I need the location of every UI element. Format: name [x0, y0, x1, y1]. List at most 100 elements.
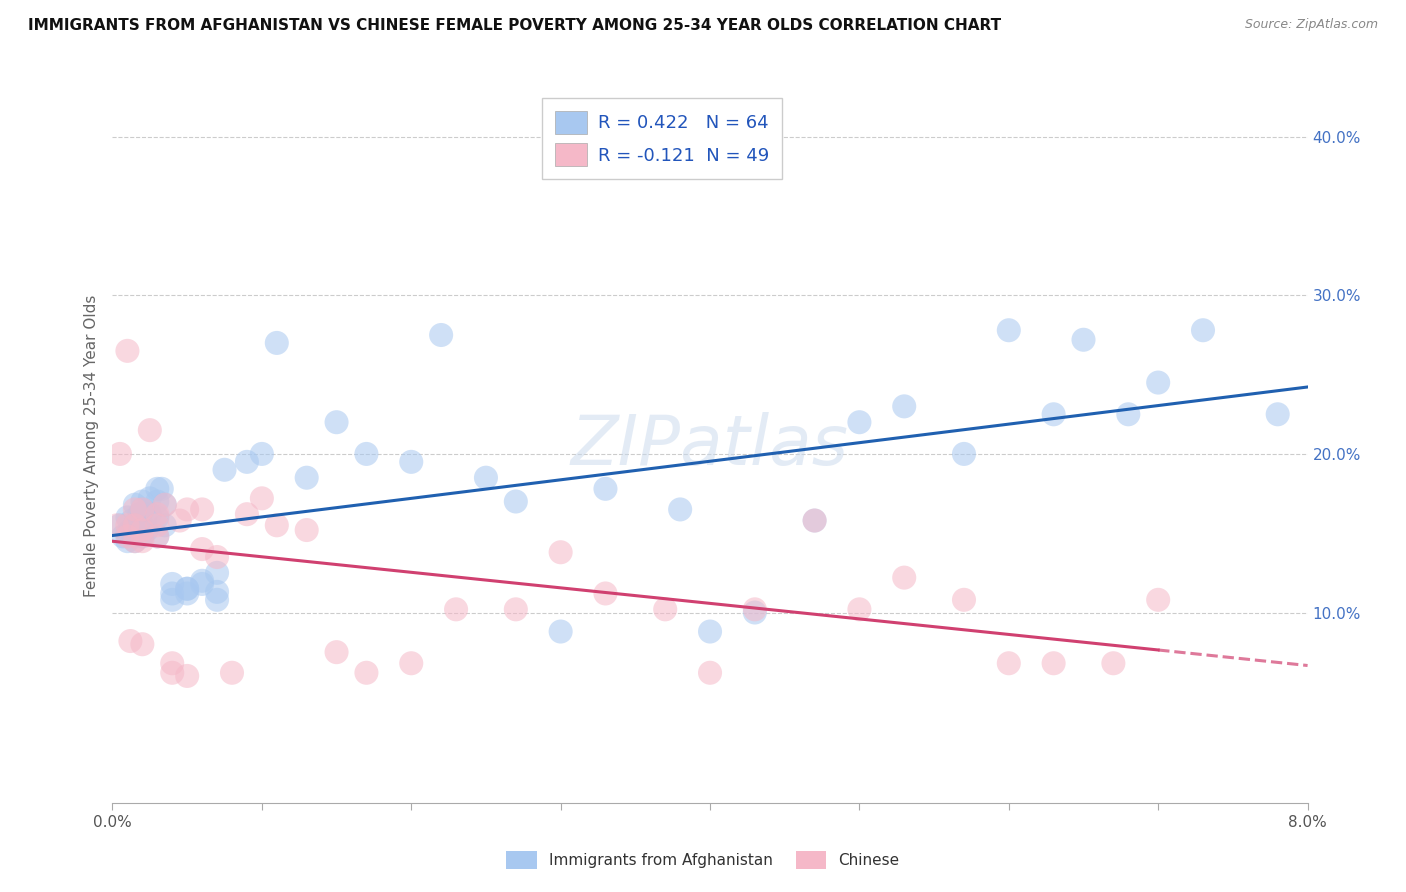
Point — [153, 518, 176, 533]
Point — [236, 507, 259, 521]
Point — [475, 471, 498, 485]
Point — [162, 657, 183, 671]
Point — [191, 502, 214, 516]
Point — [124, 498, 146, 512]
Point — [430, 328, 453, 343]
Point — [325, 415, 347, 429]
Point — [205, 592, 228, 607]
Point — [1192, 323, 1215, 337]
Point — [250, 447, 273, 461]
Point — [744, 602, 766, 616]
Point — [444, 602, 467, 616]
Text: ZIPatlas: ZIPatlas — [571, 412, 849, 480]
Point — [117, 343, 139, 358]
Point — [654, 602, 676, 616]
Point — [146, 494, 169, 508]
Point — [893, 571, 915, 585]
Point — [221, 665, 243, 680]
Point — [131, 502, 153, 516]
Point — [146, 482, 169, 496]
Point — [550, 624, 572, 639]
Point — [191, 542, 214, 557]
Point — [150, 482, 173, 496]
Point — [120, 634, 142, 648]
Point — [176, 586, 198, 600]
Point — [131, 529, 153, 543]
Point — [1073, 333, 1095, 347]
Point — [135, 523, 157, 537]
Point — [117, 518, 139, 533]
Point — [595, 482, 617, 496]
Point — [893, 400, 915, 414]
Point — [131, 637, 153, 651]
Point — [295, 471, 318, 485]
Point — [1147, 592, 1170, 607]
Point — [998, 323, 1021, 337]
Point — [146, 507, 169, 521]
Point — [146, 529, 169, 543]
Point — [356, 447, 378, 461]
Text: Source: ZipAtlas.com: Source: ZipAtlas.com — [1244, 18, 1378, 31]
Point — [131, 518, 153, 533]
Point — [401, 455, 423, 469]
Point — [266, 518, 288, 533]
Point — [124, 518, 146, 533]
Point — [146, 510, 169, 524]
Point — [401, 657, 423, 671]
Point — [356, 665, 378, 680]
Point — [998, 657, 1021, 671]
Point — [803, 514, 825, 528]
Point — [108, 518, 131, 533]
Point — [1042, 407, 1064, 421]
Point — [128, 507, 150, 521]
Point — [295, 523, 318, 537]
Point — [669, 502, 692, 516]
Point — [162, 577, 183, 591]
Point — [124, 518, 146, 533]
Point — [146, 529, 169, 543]
Point — [699, 624, 721, 639]
Point — [191, 577, 214, 591]
Point — [121, 514, 143, 528]
Point — [153, 498, 176, 512]
Point — [236, 455, 259, 469]
Y-axis label: Female Poverty Among 25-34 Year Olds: Female Poverty Among 25-34 Year Olds — [83, 295, 98, 597]
Point — [325, 645, 347, 659]
Point — [131, 523, 153, 537]
Point — [120, 523, 142, 537]
Point — [117, 526, 139, 541]
Point — [131, 534, 153, 549]
Point — [124, 502, 146, 516]
Point — [117, 529, 139, 543]
Point — [1042, 657, 1064, 671]
Point — [134, 510, 156, 524]
Point — [848, 415, 870, 429]
Point — [139, 491, 162, 506]
Point — [117, 510, 139, 524]
Point — [1147, 376, 1170, 390]
Point — [803, 514, 825, 528]
Point — [1118, 407, 1140, 421]
Text: IMMIGRANTS FROM AFGHANISTAN VS CHINESE FEMALE POVERTY AMONG 25-34 YEAR OLDS CORR: IMMIGRANTS FROM AFGHANISTAN VS CHINESE F… — [28, 18, 1001, 33]
Point — [505, 494, 527, 508]
Point — [176, 502, 198, 516]
Point — [169, 514, 191, 528]
Point — [162, 586, 183, 600]
Point — [176, 582, 198, 596]
Point — [250, 491, 273, 506]
Point — [1102, 657, 1125, 671]
Legend: Immigrants from Afghanistan, Chinese: Immigrants from Afghanistan, Chinese — [501, 845, 905, 875]
Point — [699, 665, 721, 680]
Point — [744, 606, 766, 620]
Point — [205, 549, 228, 564]
Point — [108, 447, 131, 461]
Point — [162, 665, 183, 680]
Point — [105, 518, 128, 533]
Point — [131, 494, 153, 508]
Point — [176, 582, 198, 596]
Point — [117, 534, 139, 549]
Point — [124, 534, 146, 549]
Point — [162, 592, 183, 607]
Point — [595, 586, 617, 600]
Point — [1267, 407, 1289, 421]
